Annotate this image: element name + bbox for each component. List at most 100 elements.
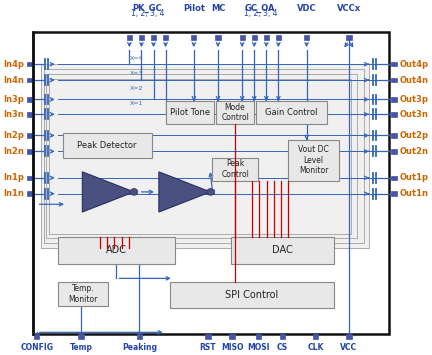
Bar [27, 175, 32, 180]
Text: X=3: X=3 [129, 71, 143, 76]
Bar [346, 334, 352, 339]
Bar [27, 191, 32, 196]
Text: In1p: In1p [3, 173, 24, 182]
Text: Out2p: Out2p [400, 131, 429, 140]
Bar [280, 334, 285, 339]
Bar [391, 149, 397, 154]
Bar [256, 101, 327, 124]
Text: CONFIG: CONFIG [20, 343, 53, 352]
Bar [229, 334, 235, 339]
Text: MISO: MISO [221, 343, 243, 352]
Bar [391, 175, 397, 180]
Text: ADC: ADC [106, 245, 127, 255]
Bar [58, 282, 108, 306]
Bar [391, 191, 397, 196]
Bar [163, 36, 168, 40]
Bar [165, 101, 214, 124]
Bar [391, 97, 397, 102]
Bar [27, 133, 32, 138]
Text: In2p: In2p [3, 131, 24, 140]
Bar [127, 36, 132, 40]
Bar [239, 36, 245, 40]
Bar [346, 36, 352, 40]
Bar [151, 36, 156, 40]
Text: CLK: CLK [308, 343, 324, 352]
Bar [137, 334, 142, 339]
Bar [63, 133, 152, 158]
Bar [34, 334, 39, 339]
Text: Temp.
Monitor: Temp. Monitor [69, 284, 98, 304]
Text: In3p: In3p [3, 95, 24, 104]
Text: 1, 2, 3, 4: 1, 2, 3, 4 [131, 9, 164, 18]
Text: SPI Control: SPI Control [225, 290, 279, 300]
Text: Out1p: Out1p [400, 173, 429, 182]
Text: In4p: In4p [3, 60, 24, 69]
Bar [191, 36, 197, 40]
Bar [27, 78, 32, 82]
Bar [264, 36, 269, 40]
Bar [256, 334, 261, 339]
Bar [313, 334, 318, 339]
Text: MOSI: MOSI [247, 343, 270, 352]
Bar [231, 237, 334, 263]
Text: Mode
Control: Mode Control [221, 103, 249, 122]
Text: Peaking: Peaking [122, 343, 157, 352]
Bar [139, 36, 144, 40]
Text: In1n: In1n [3, 189, 24, 198]
Bar [304, 36, 309, 40]
Text: X=1: X=1 [129, 101, 143, 106]
Bar [27, 62, 32, 66]
Text: Gain Control: Gain Control [265, 108, 318, 117]
Text: VDC: VDC [297, 4, 316, 13]
Bar [391, 78, 397, 82]
Bar [58, 237, 175, 263]
Bar [216, 101, 254, 124]
Bar [78, 334, 84, 339]
Text: In4n: In4n [3, 76, 24, 84]
Bar [289, 140, 339, 181]
Text: In2n: In2n [3, 147, 24, 156]
Text: X=2: X=2 [129, 86, 143, 91]
Circle shape [130, 189, 138, 195]
Text: VCCx: VCCx [337, 4, 361, 13]
Text: Out1n: Out1n [400, 189, 429, 198]
Text: MC: MC [211, 4, 225, 13]
Bar [27, 112, 32, 116]
Bar [170, 282, 334, 308]
Text: GC_OA: GC_OA [245, 4, 276, 13]
Text: Out2n: Out2n [400, 147, 429, 156]
Text: Pilot Tone: Pilot Tone [170, 108, 210, 117]
Text: Vout DC
Level
Monitor: Vout DC Level Monitor [298, 146, 329, 175]
Text: Pilot: Pilot [183, 4, 205, 13]
Bar [27, 149, 32, 154]
Bar [44, 69, 364, 243]
Text: Out4n: Out4n [400, 76, 429, 84]
Text: In3n: In3n [3, 110, 24, 119]
Bar [46, 74, 357, 239]
Text: Out4p: Out4p [400, 60, 429, 69]
Bar [251, 36, 257, 40]
Bar [391, 62, 397, 66]
Text: Peak Detector: Peak Detector [77, 141, 137, 150]
Text: X=4: X=4 [129, 56, 143, 61]
Bar [212, 158, 258, 181]
Circle shape [206, 189, 214, 195]
Bar [391, 112, 397, 116]
Bar [276, 36, 281, 40]
Text: Peak
Control: Peak Control [221, 159, 249, 179]
Bar [49, 79, 351, 234]
Bar [205, 334, 210, 339]
Text: PK_GC: PK_GC [133, 4, 162, 13]
Bar [391, 133, 397, 138]
Polygon shape [83, 172, 134, 212]
Text: Temp: Temp [70, 343, 92, 352]
Bar [27, 97, 32, 102]
Text: Out3p: Out3p [400, 95, 429, 104]
Text: Out3n: Out3n [400, 110, 429, 119]
Bar [33, 32, 389, 334]
Text: 1, 2, 3, 4: 1, 2, 3, 4 [244, 9, 277, 18]
Text: RST: RST [200, 343, 216, 352]
Polygon shape [159, 172, 210, 212]
Text: CS: CS [277, 343, 288, 352]
Bar [216, 36, 221, 40]
